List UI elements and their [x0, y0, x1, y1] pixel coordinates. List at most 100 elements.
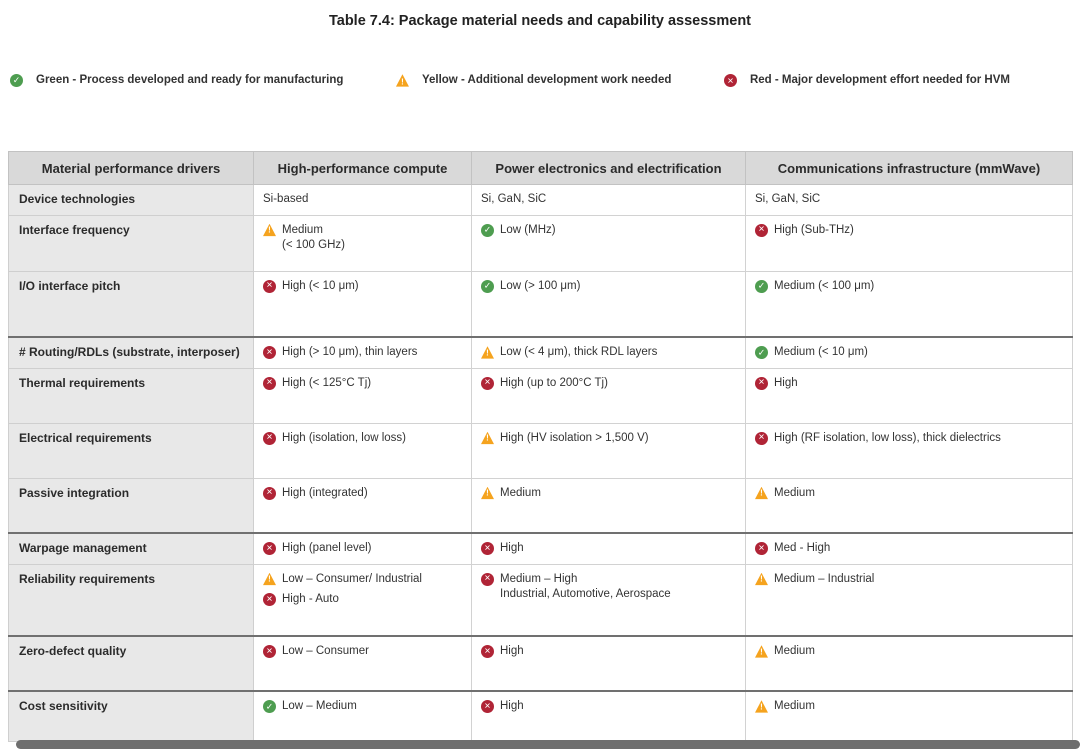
legend-item-yellow: Yellow - Additional development work nee… — [395, 73, 672, 87]
cell-text: High — [774, 376, 798, 389]
column-header: Power electronics and electrification — [471, 151, 746, 185]
table-row: Interface frequency Medium(< 100 GHz) Low … — [8, 214, 1073, 272]
cell-entry: High — [481, 541, 736, 557]
row-driver-label: # Routing/RDLs (substrate, interposer) — [8, 336, 254, 369]
cell-text: Si, GaN, SiC — [755, 193, 821, 205]
status-red-icon — [481, 700, 494, 714]
status-red-icon — [755, 542, 768, 556]
assessment-cell: Medium (< 10 μm) — [745, 336, 1073, 369]
row-driver-label: I/O interface pitch — [8, 270, 254, 338]
cell-entry: Si, GaN, SiC — [755, 192, 1063, 208]
assessment-cell: Low – Consumer/ Industrial High - Auto — [253, 563, 472, 637]
status-red-icon — [263, 376, 276, 390]
status-yellow-icon — [481, 486, 494, 500]
cell-text: High - Auto — [282, 593, 339, 606]
cell-entry: Medium — [755, 486, 1063, 502]
status-red-icon — [263, 346, 276, 360]
cell-entry: Si, GaN, SiC — [481, 192, 736, 208]
cell-text: High (isolation, low loss) — [282, 431, 406, 444]
assessment-cell: High (RF isolation, low loss), thick die… — [745, 422, 1073, 479]
legend-label: Yellow - Additional development work nee… — [421, 74, 672, 86]
assessment-cell: Si, GaN, SiC — [745, 184, 1073, 216]
cell-text: High (integrated) — [282, 486, 368, 499]
legend-item-green: Green - Process developed and ready for … — [10, 73, 343, 87]
status-yellow-icon — [755, 645, 768, 658]
cell-text: Medium — [500, 486, 541, 499]
status-yellow-icon — [755, 486, 768, 500]
cell-entry: High (Sub-THz) — [755, 223, 1063, 239]
assessment-cell: Low – Consumer — [253, 635, 472, 692]
status-red-icon — [481, 645, 494, 659]
legend: Green - Process developed and ready for … — [10, 73, 1010, 87]
status-green-icon — [481, 223, 494, 237]
assessment-cell: Low (< 4 μm), thick RDL layers — [471, 336, 746, 369]
status-red-icon — [481, 542, 494, 556]
cell-entry: Low – Medium — [263, 699, 462, 715]
cell-entry: High (> 10 μm), thin layers — [263, 345, 462, 361]
column-header: Communications infrastructure (mmWave) — [745, 151, 1073, 185]
cell-entry: High — [481, 699, 736, 715]
table-row: Reliability requirementsLow – Consumer/ … — [8, 563, 1073, 637]
status-yellow-icon — [263, 223, 276, 237]
assessment-cell: Low (MHz) — [471, 214, 746, 272]
cell-text: High (up to 200°C Tj) — [500, 376, 608, 389]
status-red-icon — [263, 431, 276, 445]
assessment-cell: Medium – Industrial — [745, 563, 1073, 637]
cell-text: Low (> 100 μm) — [500, 279, 581, 292]
cell-entry: High — [481, 644, 736, 660]
table-row: Warpage management High (panel level) High… — [8, 532, 1073, 565]
assessment-cell: High — [745, 367, 1073, 424]
status-yellow-icon — [755, 572, 768, 586]
cell-text: High (< 125°C Tj) — [282, 376, 372, 389]
assessment-cell: Medium(< 100 GHz) — [253, 214, 472, 272]
status-green-icon — [755, 279, 768, 293]
cell-text: High — [500, 542, 524, 555]
assessment-cell: High (Sub-THz) — [745, 214, 1073, 272]
cell-entry: Low – Consumer/ Industrial — [263, 572, 462, 588]
assessment-cell: Low – Medium — [253, 690, 472, 742]
row-driver-label: Reliability requirements — [8, 563, 254, 637]
table-header-row: Material performance drivers High-perform… — [8, 151, 1073, 185]
cell-text: Low (< 4 μm), thick RDL layers — [500, 346, 658, 359]
cell-entry: Medium — [481, 486, 736, 502]
assessment-cell: High — [471, 532, 746, 565]
cell-entry: Low – Consumer — [263, 644, 462, 660]
status-yellow-icon — [481, 431, 494, 445]
status-green-icon — [10, 74, 23, 87]
assessment-cell: High (< 125°C Tj) — [253, 367, 472, 424]
cell-text: Medium (< 100 GHz) — [282, 223, 345, 252]
assessment-cell: High (isolation, low loss) — [253, 422, 472, 479]
row-driver-label: Thermal requirements — [8, 367, 254, 424]
status-yellow-icon — [395, 74, 409, 87]
table-row: Zero-defect quality Low – Consumer High Med… — [8, 635, 1073, 692]
table-row: I/O interface pitch High (< 10 μm) Low (> … — [8, 270, 1073, 338]
cell-text: High (RF isolation, low loss), thick die… — [774, 431, 1001, 444]
cell-entry: Medium — [755, 699, 1063, 715]
assessment-cell: Medium — [745, 635, 1073, 692]
cell-text: Low – Consumer/ Industrial — [282, 572, 422, 585]
column-header: Material performance drivers — [8, 151, 254, 185]
cell-entry: Medium(< 100 GHz) — [263, 223, 462, 254]
cell-entry: High (< 125°C Tj) — [263, 376, 462, 392]
assessment-cell: High (< 10 μm) — [253, 270, 472, 338]
cell-entry: High (up to 200°C Tj) — [481, 376, 736, 392]
status-yellow-icon — [263, 572, 276, 586]
assessment-cell: Medium — [745, 690, 1073, 742]
cell-text: High (HV isolation > 1,500 V) — [500, 431, 649, 444]
cell-entry: High (HV isolation > 1,500 V) — [481, 431, 736, 447]
cell-entry: High (panel level) — [263, 541, 462, 557]
cell-entry: High — [755, 376, 1063, 392]
row-driver-label: Zero-defect quality — [8, 635, 254, 692]
cell-text: Medium (< 100 μm) — [774, 279, 875, 292]
cell-entry: Medium (< 10 μm) — [755, 345, 1063, 361]
assessment-cell: High (> 10 μm), thin layers — [253, 336, 472, 369]
cell-text: High (Sub-THz) — [774, 223, 854, 236]
row-driver-label: Electrical requirements — [8, 422, 254, 479]
status-red-icon — [263, 279, 276, 293]
status-red-icon — [481, 572, 494, 586]
assessment-cell: Medium (< 100 μm) — [745, 270, 1073, 338]
column-header: High-performance compute — [253, 151, 472, 185]
cell-entry: Si-based — [263, 192, 462, 208]
